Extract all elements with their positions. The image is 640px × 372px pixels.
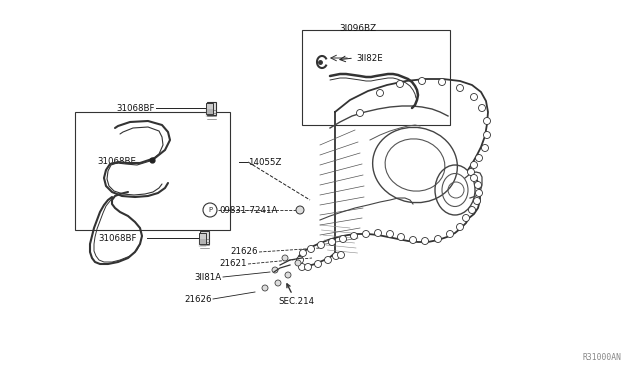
Circle shape xyxy=(298,263,305,270)
Circle shape xyxy=(483,118,490,125)
Text: 31068BE: 31068BE xyxy=(97,157,136,166)
Circle shape xyxy=(300,250,307,257)
Text: 09831-7241A: 09831-7241A xyxy=(219,205,277,215)
Circle shape xyxy=(296,206,304,214)
Text: 3ll82E: 3ll82E xyxy=(356,54,383,62)
Circle shape xyxy=(351,232,358,240)
Circle shape xyxy=(272,267,278,273)
Circle shape xyxy=(463,215,470,221)
Bar xyxy=(207,102,216,115)
Bar xyxy=(206,103,213,113)
Circle shape xyxy=(328,238,335,246)
Circle shape xyxy=(470,161,477,169)
Bar xyxy=(200,231,209,244)
Circle shape xyxy=(285,272,291,278)
Circle shape xyxy=(397,234,404,241)
Text: 3ll81A: 3ll81A xyxy=(195,273,222,282)
Circle shape xyxy=(296,257,303,263)
Text: 3l096BZ: 3l096BZ xyxy=(339,23,376,32)
Circle shape xyxy=(419,77,426,84)
Circle shape xyxy=(435,235,442,243)
Circle shape xyxy=(305,263,312,270)
Circle shape xyxy=(317,241,324,248)
Circle shape xyxy=(470,93,477,100)
Circle shape xyxy=(314,260,321,267)
Text: 21621: 21621 xyxy=(220,260,247,269)
Bar xyxy=(199,232,206,244)
Circle shape xyxy=(282,255,288,261)
Text: 31068BF: 31068BF xyxy=(116,103,155,112)
Circle shape xyxy=(307,246,314,253)
Circle shape xyxy=(376,90,383,96)
Circle shape xyxy=(481,144,488,151)
Circle shape xyxy=(483,131,490,138)
Circle shape xyxy=(362,231,369,237)
Circle shape xyxy=(410,237,417,244)
Circle shape xyxy=(337,251,344,259)
Circle shape xyxy=(467,169,474,176)
Text: R31000AN: R31000AN xyxy=(583,353,622,362)
Circle shape xyxy=(262,285,268,291)
Text: 21626: 21626 xyxy=(230,247,258,257)
Text: P: P xyxy=(208,207,212,213)
Circle shape xyxy=(397,80,403,87)
Circle shape xyxy=(374,230,381,237)
Circle shape xyxy=(356,109,364,116)
Circle shape xyxy=(295,260,301,266)
Circle shape xyxy=(339,235,346,243)
Circle shape xyxy=(470,174,477,182)
Text: 21626: 21626 xyxy=(184,295,212,304)
Circle shape xyxy=(333,253,339,260)
Text: 31068BF: 31068BF xyxy=(98,234,136,243)
Circle shape xyxy=(324,257,332,263)
Circle shape xyxy=(387,231,394,237)
Circle shape xyxy=(456,84,463,92)
Circle shape xyxy=(468,206,476,214)
Circle shape xyxy=(476,154,483,161)
Circle shape xyxy=(275,280,281,286)
Circle shape xyxy=(203,203,217,217)
Circle shape xyxy=(479,105,486,112)
Circle shape xyxy=(476,189,483,196)
Bar xyxy=(75,112,230,230)
Circle shape xyxy=(474,198,481,205)
Text: SEC.214: SEC.214 xyxy=(278,284,314,307)
Polygon shape xyxy=(298,79,488,266)
Bar xyxy=(302,30,450,125)
Text: 14055Z: 14055Z xyxy=(248,157,282,167)
Circle shape xyxy=(438,78,445,86)
Circle shape xyxy=(474,182,481,189)
Circle shape xyxy=(447,231,454,237)
Circle shape xyxy=(422,237,429,244)
Circle shape xyxy=(456,224,463,231)
